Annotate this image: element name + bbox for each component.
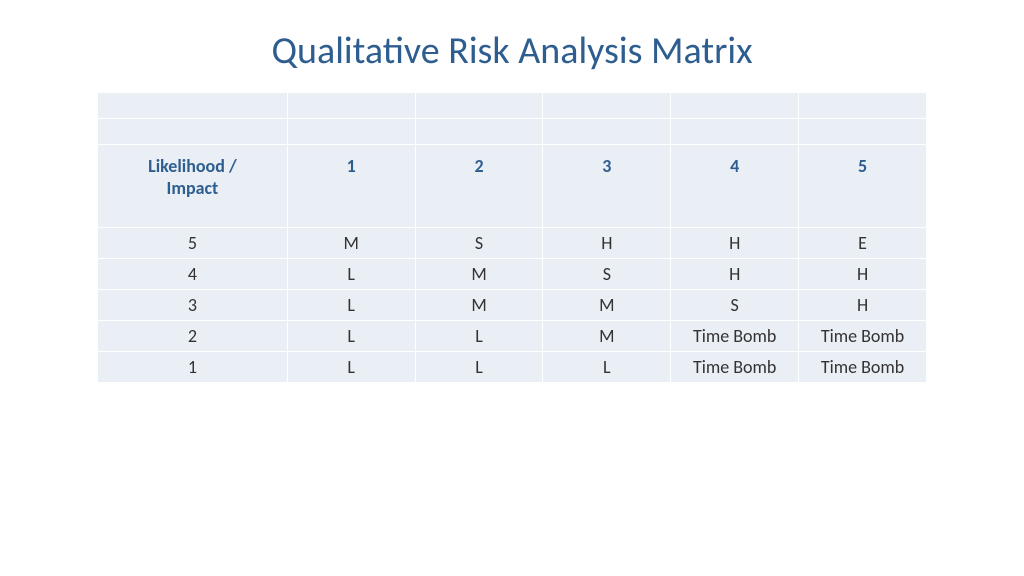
- matrix-cell: H: [799, 290, 927, 321]
- spacer-cell: [799, 93, 927, 119]
- spacer-row: [98, 93, 927, 119]
- table-row: 2LLMTime BombTime Bomb: [98, 321, 927, 352]
- matrix-cell: L: [543, 352, 671, 383]
- slide-container: Qualitative Risk Analysis Matrix Likelih…: [0, 0, 1024, 576]
- matrix-cell: M: [415, 290, 543, 321]
- spacer-cell: [543, 119, 671, 145]
- matrix-cell: H: [543, 228, 671, 259]
- matrix-cell: L: [415, 321, 543, 352]
- matrix-cell: H: [799, 259, 927, 290]
- row-label-cell: 4: [98, 259, 288, 290]
- row-label-cell: 2: [98, 321, 288, 352]
- spacer-row: [98, 119, 927, 145]
- row-label-cell: 5: [98, 228, 288, 259]
- matrix-cell: S: [671, 290, 799, 321]
- spacer-cell: [98, 119, 288, 145]
- table-row: 1LLLTime BombTime Bomb: [98, 352, 927, 383]
- spacer-cell: [543, 93, 671, 119]
- matrix-cell: L: [287, 352, 415, 383]
- table-row: 4LMSHH: [98, 259, 927, 290]
- matrix-cell: M: [543, 321, 671, 352]
- spacer-cell: [671, 93, 799, 119]
- spacer-cell: [671, 119, 799, 145]
- column-header: 5: [799, 145, 927, 228]
- row-label-cell: 1: [98, 352, 288, 383]
- matrix-cell: M: [415, 259, 543, 290]
- matrix-cell: Time Bomb: [799, 321, 927, 352]
- column-header: 4: [671, 145, 799, 228]
- matrix-cell: L: [287, 321, 415, 352]
- spacer-cell: [287, 119, 415, 145]
- matrix-cell: L: [287, 290, 415, 321]
- matrix-cell: M: [543, 290, 671, 321]
- column-header: 1: [287, 145, 415, 228]
- matrix-cell: H: [671, 228, 799, 259]
- matrix-cell: M: [287, 228, 415, 259]
- matrix-cell: H: [671, 259, 799, 290]
- column-header: 2: [415, 145, 543, 228]
- matrix-cell: E: [799, 228, 927, 259]
- header-label-cell: Likelihood /Impact: [98, 145, 288, 228]
- spacer-cell: [415, 93, 543, 119]
- matrix-cell: L: [415, 352, 543, 383]
- spacer-cell: [415, 119, 543, 145]
- table-row: 3LMMSH: [98, 290, 927, 321]
- spacer-cell: [98, 93, 288, 119]
- slide-title: Qualitative Risk Analysis Matrix: [0, 28, 1024, 74]
- matrix-cell: Time Bomb: [671, 352, 799, 383]
- spacer-cell: [799, 119, 927, 145]
- matrix-cell: L: [287, 259, 415, 290]
- matrix-cell: S: [543, 259, 671, 290]
- table-row: 5MSHHE: [98, 228, 927, 259]
- risk-matrix-table: Likelihood /Impact123455MSHHE4LMSHH3LMMS…: [97, 92, 927, 383]
- matrix-cell: S: [415, 228, 543, 259]
- column-header: 3: [543, 145, 671, 228]
- header-row: Likelihood /Impact12345: [98, 145, 927, 228]
- spacer-cell: [287, 93, 415, 119]
- matrix-cell: Time Bomb: [671, 321, 799, 352]
- matrix-cell: Time Bomb: [799, 352, 927, 383]
- risk-matrix-table-container: Likelihood /Impact123455MSHHE4LMSHH3LMMS…: [97, 92, 927, 383]
- row-label-cell: 3: [98, 290, 288, 321]
